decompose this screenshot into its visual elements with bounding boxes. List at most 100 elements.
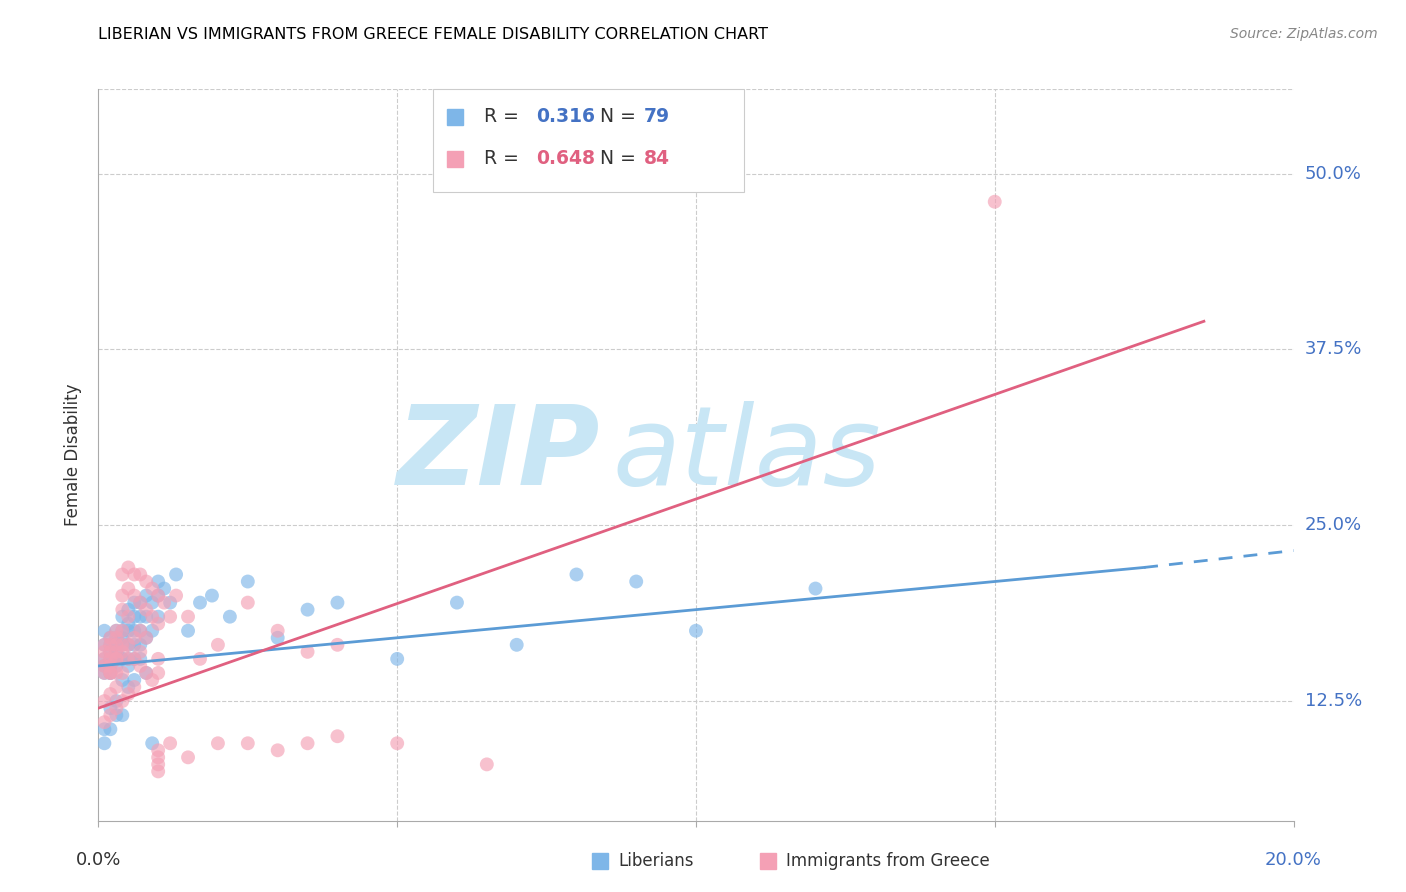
Point [111,602,134,616]
Point [135,631,157,645]
Point [165,589,187,603]
Point [111,638,134,652]
Point [148,609,170,624]
Point [177,624,200,638]
Text: N =: N = [589,149,643,169]
Text: Source: ZipAtlas.com: Source: ZipAtlas.com [1230,27,1378,41]
Point [326,596,349,610]
Point [135,665,157,680]
Point [201,589,224,603]
Point [111,694,134,708]
Text: R =: R = [485,149,526,169]
Point [129,609,152,624]
Text: 12.5%: 12.5% [1305,692,1362,710]
Point [117,638,139,652]
Text: 25.0%: 25.0% [1305,516,1362,534]
Point [267,624,290,638]
Point [117,582,139,596]
Point [129,638,152,652]
Text: atlas: atlas [612,401,882,508]
Point [983,194,1005,209]
Point [475,757,498,772]
Point [804,582,827,596]
Point [188,652,211,666]
Point [93,638,115,652]
Point [148,589,170,603]
Point [105,708,128,723]
Point [267,631,290,645]
Point [98,659,122,673]
Point [124,652,146,666]
Point [105,624,128,638]
Point [129,624,152,638]
Point [148,574,170,589]
Point [117,609,139,624]
Text: 84: 84 [644,149,669,169]
Point [219,609,242,624]
Point [135,609,157,624]
Point [98,645,122,659]
Point [98,701,122,715]
Point [105,638,128,652]
Point [111,638,134,652]
Point [236,574,259,589]
Point [297,645,319,659]
Point [117,602,139,616]
Point [117,624,139,638]
Point [93,652,115,666]
Point [93,715,115,730]
Text: ZIP: ZIP [396,401,600,508]
Point [111,673,134,687]
Point [98,638,122,652]
Text: LIBERIAN VS IMMIGRANTS FROM GREECE FEMALE DISABILITY CORRELATION CHART: LIBERIAN VS IMMIGRANTS FROM GREECE FEMAL… [98,27,769,42]
Point [105,624,128,638]
Point [117,687,139,701]
Point [98,723,122,737]
Point [188,596,211,610]
Point [148,743,170,757]
Point [129,596,152,610]
Point [153,582,176,596]
Point [129,645,152,659]
Point [111,652,134,666]
Text: 50.0%: 50.0% [1305,165,1361,183]
Point [685,624,707,638]
Y-axis label: Female Disability: Female Disability [65,384,83,526]
Point [446,596,468,610]
Point [135,631,157,645]
Point [98,652,122,666]
Point [297,736,319,750]
Point [124,680,146,694]
Point [129,659,152,673]
Point [111,665,134,680]
Point [129,567,152,582]
Point [148,652,170,666]
Point [111,567,134,582]
Point [177,750,200,764]
Point [93,723,115,737]
Point [105,680,128,694]
Point [159,736,181,750]
Point [148,750,170,764]
Point [111,609,134,624]
Point [129,652,152,666]
Point [267,743,290,757]
Point [129,596,152,610]
Point [153,596,176,610]
Point [98,638,122,652]
Text: 79: 79 [644,108,669,127]
Point [148,764,170,779]
Point [207,638,229,652]
Point [98,659,122,673]
Point [148,665,170,680]
Point [129,624,152,638]
Point [141,673,163,687]
Point [124,638,146,652]
Point [105,631,128,645]
Point [93,659,115,673]
Point [124,673,146,687]
Text: Immigrants from Greece: Immigrants from Greece [786,852,990,870]
Point [326,638,349,652]
Point [98,631,122,645]
Point [135,589,157,603]
